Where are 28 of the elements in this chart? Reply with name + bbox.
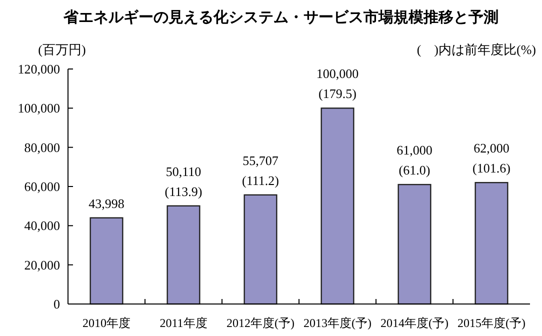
y-tick-label: 80,000 (24, 140, 60, 155)
y-tick-label: 0 (54, 296, 60, 312)
data-label: 55,707 (111.2) (242, 152, 279, 188)
bar (474, 182, 508, 305)
x-tick-label: 2011年度 (160, 316, 208, 330)
bar (90, 217, 124, 305)
data-label: 100,000 (179.5) (316, 66, 359, 102)
x-tick-label: 2013年度(予) (304, 316, 372, 330)
y-tick-label: 40,000 (24, 218, 60, 234)
x-tick-label: 2015年度(予) (458, 316, 526, 330)
y-tick-label: 120,000 (18, 62, 60, 76)
x-tick-label: 2010年度 (82, 316, 130, 330)
text: ( )内は前年度比(%) (416, 42, 536, 57)
bar (398, 184, 432, 305)
x-tick-label: 2012年度(予) (226, 316, 294, 330)
data-label: 61,000 (61.0) (396, 142, 432, 178)
bar (320, 108, 354, 305)
y-tick-label: 100,000 (18, 100, 60, 116)
bar (166, 205, 200, 305)
x-tick-label: 2014年度(予) (380, 316, 448, 330)
data-label: 62,000 (101.6) (472, 140, 510, 176)
y-axis-title: (百万円) (38, 42, 86, 57)
y-tick-label: 60,000 (24, 179, 60, 194)
bar (244, 194, 278, 305)
chart-title: 省エネルギーの見える化システム・サービス市場規模推移と予測 (62, 8, 498, 26)
y-tick-label: 20,000 (24, 257, 60, 272)
data-label: 50,110 (113.9) (164, 164, 202, 199)
data-label: 43,998 (88, 196, 124, 211)
